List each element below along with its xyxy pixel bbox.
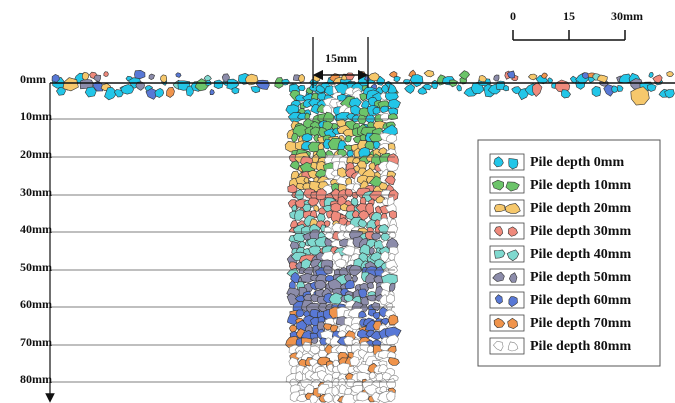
particle	[548, 78, 553, 83]
scale-label: 0	[510, 9, 516, 23]
legend-label: Pile depth 10mm	[530, 178, 631, 193]
particle	[405, 84, 415, 94]
particle	[324, 227, 331, 234]
particle	[82, 72, 89, 80]
particle	[503, 85, 509, 91]
legend-swatch	[490, 292, 524, 308]
depth-label: 10mm	[20, 109, 52, 123]
particle	[298, 74, 304, 82]
particle	[214, 80, 223, 89]
particle	[390, 283, 396, 291]
particle	[612, 86, 618, 93]
particle	[359, 71, 365, 77]
particle	[351, 198, 358, 206]
particle	[388, 357, 399, 365]
particle	[94, 75, 101, 82]
particle	[292, 133, 298, 142]
particle	[302, 134, 313, 142]
particle	[161, 75, 167, 83]
particle	[561, 90, 570, 98]
legend-label: Pile depth 80mm	[530, 339, 631, 354]
depth-label: 60mm	[20, 297, 52, 311]
scale-bar	[513, 30, 625, 40]
particle	[541, 73, 547, 78]
depth-label: 80mm	[20, 372, 52, 386]
particle	[394, 76, 401, 82]
particle	[372, 233, 381, 240]
particle	[204, 75, 211, 80]
depth-label: 50mm	[20, 260, 52, 274]
particle	[592, 86, 601, 96]
legend-label: Pile depth 20mm	[530, 201, 631, 216]
particle	[315, 280, 326, 289]
particle	[310, 346, 320, 354]
particle	[287, 314, 297, 325]
depth-label: 20mm	[20, 147, 52, 161]
particle	[494, 204, 505, 212]
particle	[346, 73, 355, 80]
particle	[424, 70, 434, 77]
particle	[345, 136, 351, 143]
particle	[63, 78, 78, 91]
particle	[349, 266, 362, 277]
particle	[357, 392, 369, 401]
particle	[327, 364, 333, 372]
scale-label: 15	[563, 9, 575, 23]
particle	[373, 141, 380, 149]
particle	[373, 107, 380, 114]
depth-label: 70mm	[20, 335, 52, 349]
particle	[386, 304, 393, 310]
depth-label: 40mm	[20, 222, 52, 236]
legend-label: Pile depth 30mm	[530, 224, 631, 239]
particle	[134, 70, 145, 78]
dimension-label: 15mm	[325, 51, 357, 65]
legend-label: Pile depth 40mm	[530, 247, 631, 262]
legend-label: Pile depth 50mm	[530, 270, 631, 285]
particle	[389, 211, 397, 219]
particle	[617, 85, 623, 91]
legend: Pile depth 0mm Pile depth 10mm Pile depth …	[490, 154, 631, 354]
legend-label: Pile depth 60mm	[530, 293, 631, 308]
depth-label: 0mm	[20, 72, 46, 86]
particle	[210, 89, 215, 94]
particle	[166, 87, 174, 97]
particle	[479, 76, 486, 82]
particle	[380, 106, 389, 113]
particle	[282, 79, 290, 85]
particle	[316, 189, 326, 201]
particle	[494, 75, 500, 81]
particle	[373, 312, 379, 319]
particle	[457, 85, 462, 92]
particle	[149, 74, 155, 80]
particle	[315, 169, 326, 177]
particle	[388, 315, 398, 325]
particle	[649, 72, 654, 77]
depth-label: 30mm	[20, 185, 52, 199]
particle	[509, 159, 518, 170]
particle	[232, 88, 239, 94]
particle	[104, 72, 109, 77]
particle	[290, 161, 299, 170]
particle	[667, 72, 674, 77]
legend-label: Pile depth 0mm	[530, 155, 624, 170]
particle	[176, 73, 181, 78]
legend-label: Pile depth 70mm	[530, 316, 631, 331]
particle	[388, 99, 401, 109]
scale-label: 30mm	[611, 9, 643, 23]
diagram: 0 15 30mm 15mm Pile depth 0mmPile depth …	[0, 0, 675, 403]
particle	[155, 88, 164, 97]
particle	[296, 310, 304, 317]
particle	[389, 253, 395, 260]
